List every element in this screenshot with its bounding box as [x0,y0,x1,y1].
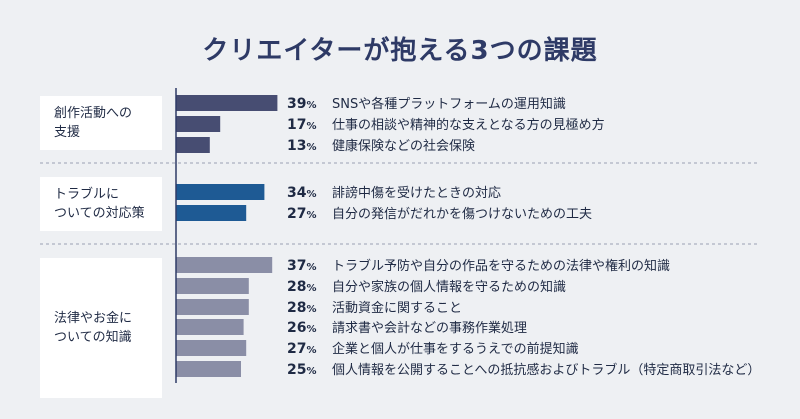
bar [176,95,278,111]
item-label: トラブル予防や自分の作品を守るための法律や権利の知識 [332,258,670,274]
category-label-support: 創作活動への 支援 [40,96,162,150]
bar [176,299,249,315]
item-label: SNSや各種プラットフォームの運用知識 [332,96,566,112]
value-label: 34% [287,185,317,201]
category-label-law-money: 法律やお金に ついての知識 [40,258,162,398]
value-label: 37% [287,258,317,274]
category-label-trouble: トラブルに ついての対応策 [40,177,162,231]
bar [176,116,221,132]
item-label: 健康保険などの社会保険 [332,138,475,154]
value-label: 17% [287,117,317,133]
bar [176,205,247,221]
category-label-support-text: 創作活動への 支援 [54,106,133,140]
percent-unit: % [306,262,316,273]
category-label-trouble-text: トラブルに ついての対応策 [54,187,145,221]
item-label: 企業と個人が仕事をするうえでの前提知識 [332,341,579,357]
item-label: 仕事の相談や精神的な支えとなる方の見極め方 [332,117,605,133]
value-label: 27% [287,341,317,357]
percent-unit: % [306,304,316,315]
percent-unit: % [306,189,316,200]
bar [176,278,249,294]
value-label: 28% [287,300,317,316]
percent-unit: % [306,283,316,294]
bar [176,257,273,273]
percent-unit: % [306,210,316,221]
percent-unit: % [306,100,316,111]
value-label: 28% [287,279,317,295]
value-label: 26% [287,320,317,336]
category-label-law-money-text: 法律やお金に ついての知識 [54,311,133,345]
bar [176,340,247,356]
percent-unit: % [306,366,316,377]
bar [176,137,210,153]
percent-unit: % [306,345,316,356]
item-label: 誹謗中傷を受けたときの対応 [332,185,501,201]
item-label: 個人情報を公開することへの抵抗感およびトラブル（特定商取引法など） [332,362,760,378]
item-label: 自分の発信がだれかを傷つけないための工夫 [332,207,592,222]
item-label: 請求書や会計などの事務作業処理 [332,320,527,336]
bar [176,319,244,335]
value-label: 39% [287,96,317,112]
bar [176,184,265,200]
value-label: 27% [287,206,317,222]
percent-unit: % [306,324,316,335]
bar [176,361,241,377]
item-label: 活動資金に関すること [332,300,462,316]
chart-title: クリエイターが抱える3つの課題 [202,36,598,66]
item-label: 自分や家族の個人情報を守るための知識 [332,279,566,295]
value-label: 13% [287,138,317,154]
percent-unit: % [306,121,316,132]
value-label: 25% [287,362,317,378]
percent-unit: % [306,142,316,153]
